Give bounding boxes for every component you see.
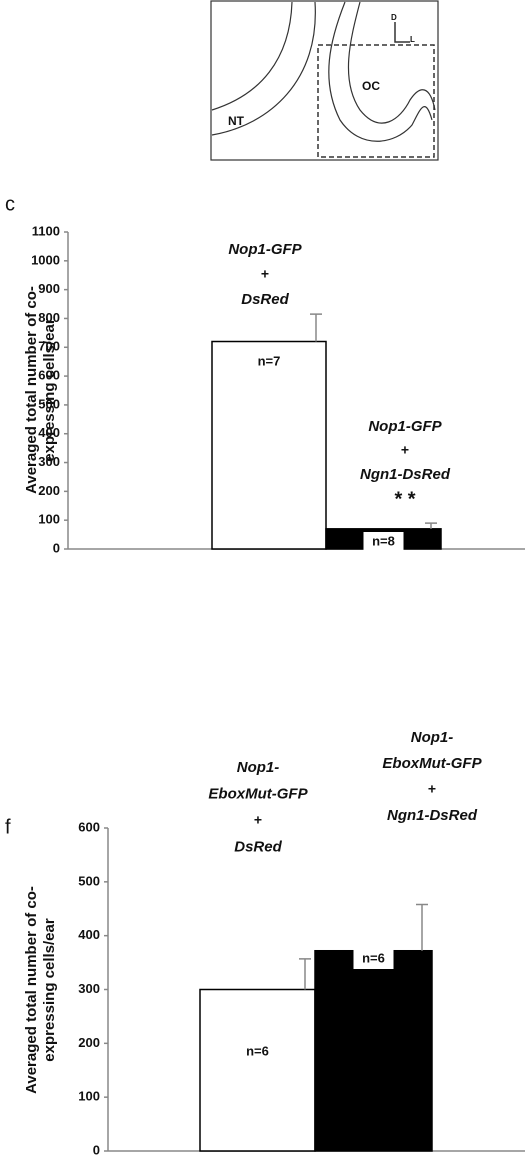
y-tick-label: 100 xyxy=(38,512,60,527)
y-tick-label: 300 xyxy=(78,981,100,996)
n-label: n=7 xyxy=(258,353,281,368)
y-tick-label: 0 xyxy=(93,1142,100,1156)
y-tick-label: 300 xyxy=(38,454,60,469)
n-label: n=6 xyxy=(362,950,385,965)
y-tick-label: 600 xyxy=(38,368,60,383)
bar-label: Ngn1-DsRed xyxy=(360,466,451,483)
panel-label: c xyxy=(5,193,15,215)
y-tick-label: 600 xyxy=(78,819,100,834)
error-bar xyxy=(425,523,437,529)
bar xyxy=(200,990,315,1152)
y-tick-label: 500 xyxy=(78,873,100,888)
error-bar xyxy=(416,904,428,950)
bar-label: DsRed xyxy=(234,838,282,855)
y-axis-label: Averaged total number of co-expressing c… xyxy=(23,886,58,1094)
error-bar xyxy=(310,314,322,341)
bar-label: Nop1-GFP xyxy=(228,241,302,258)
bar xyxy=(212,342,326,549)
bar-label: + xyxy=(254,812,262,828)
bar-label: + xyxy=(261,266,269,282)
y-tick-label: 200 xyxy=(78,1035,100,1050)
significance: * * xyxy=(394,488,415,510)
bar-label: Nop1- xyxy=(237,759,280,776)
y-tick-label: 1000 xyxy=(31,252,60,267)
y-tick-label: 700 xyxy=(38,339,60,354)
y-axis-label-line: expressing cells/ear xyxy=(41,918,58,1062)
y-tick-label: 0 xyxy=(53,540,60,555)
n-label: n=8 xyxy=(372,533,395,548)
bar-label: EboxMut-GFP xyxy=(382,755,482,772)
y-tick-label: 200 xyxy=(38,483,60,498)
diagram-label: NT xyxy=(228,114,245,128)
y-tick-label: 1100 xyxy=(32,223,60,238)
y-tick-label: 400 xyxy=(38,425,60,440)
bar-label: DsRed xyxy=(241,291,289,308)
bar xyxy=(315,951,432,1151)
y-tick-label: 400 xyxy=(78,927,100,942)
y-tick-label: 500 xyxy=(38,396,60,411)
y-tick-label: 800 xyxy=(38,310,60,325)
bar-label: EboxMut-GFP xyxy=(208,785,308,802)
n-label: n=6 xyxy=(246,1043,269,1058)
bar-label: + xyxy=(401,442,409,458)
bar-label: Ngn1-DsRed xyxy=(387,807,478,824)
panel-label: f xyxy=(5,816,11,838)
diagram-label: D xyxy=(391,13,397,22)
y-axis-label-line: Averaged total number of co- xyxy=(23,886,40,1094)
diagram-frame xyxy=(211,1,438,160)
bar-label: Nop1-GFP xyxy=(368,418,442,435)
diagram-label: OC xyxy=(362,79,380,93)
y-tick-label: 100 xyxy=(78,1089,100,1104)
error-bar xyxy=(299,959,311,990)
bar-label: Nop1- xyxy=(411,729,454,746)
diagram: NT OC D L xyxy=(211,1,438,160)
diagram-label: L xyxy=(410,35,415,44)
bar-label: + xyxy=(428,781,436,797)
y-tick-label: 900 xyxy=(38,281,60,296)
figure: NT OC D L c Averaged total number of co-e… xyxy=(0,0,528,1156)
